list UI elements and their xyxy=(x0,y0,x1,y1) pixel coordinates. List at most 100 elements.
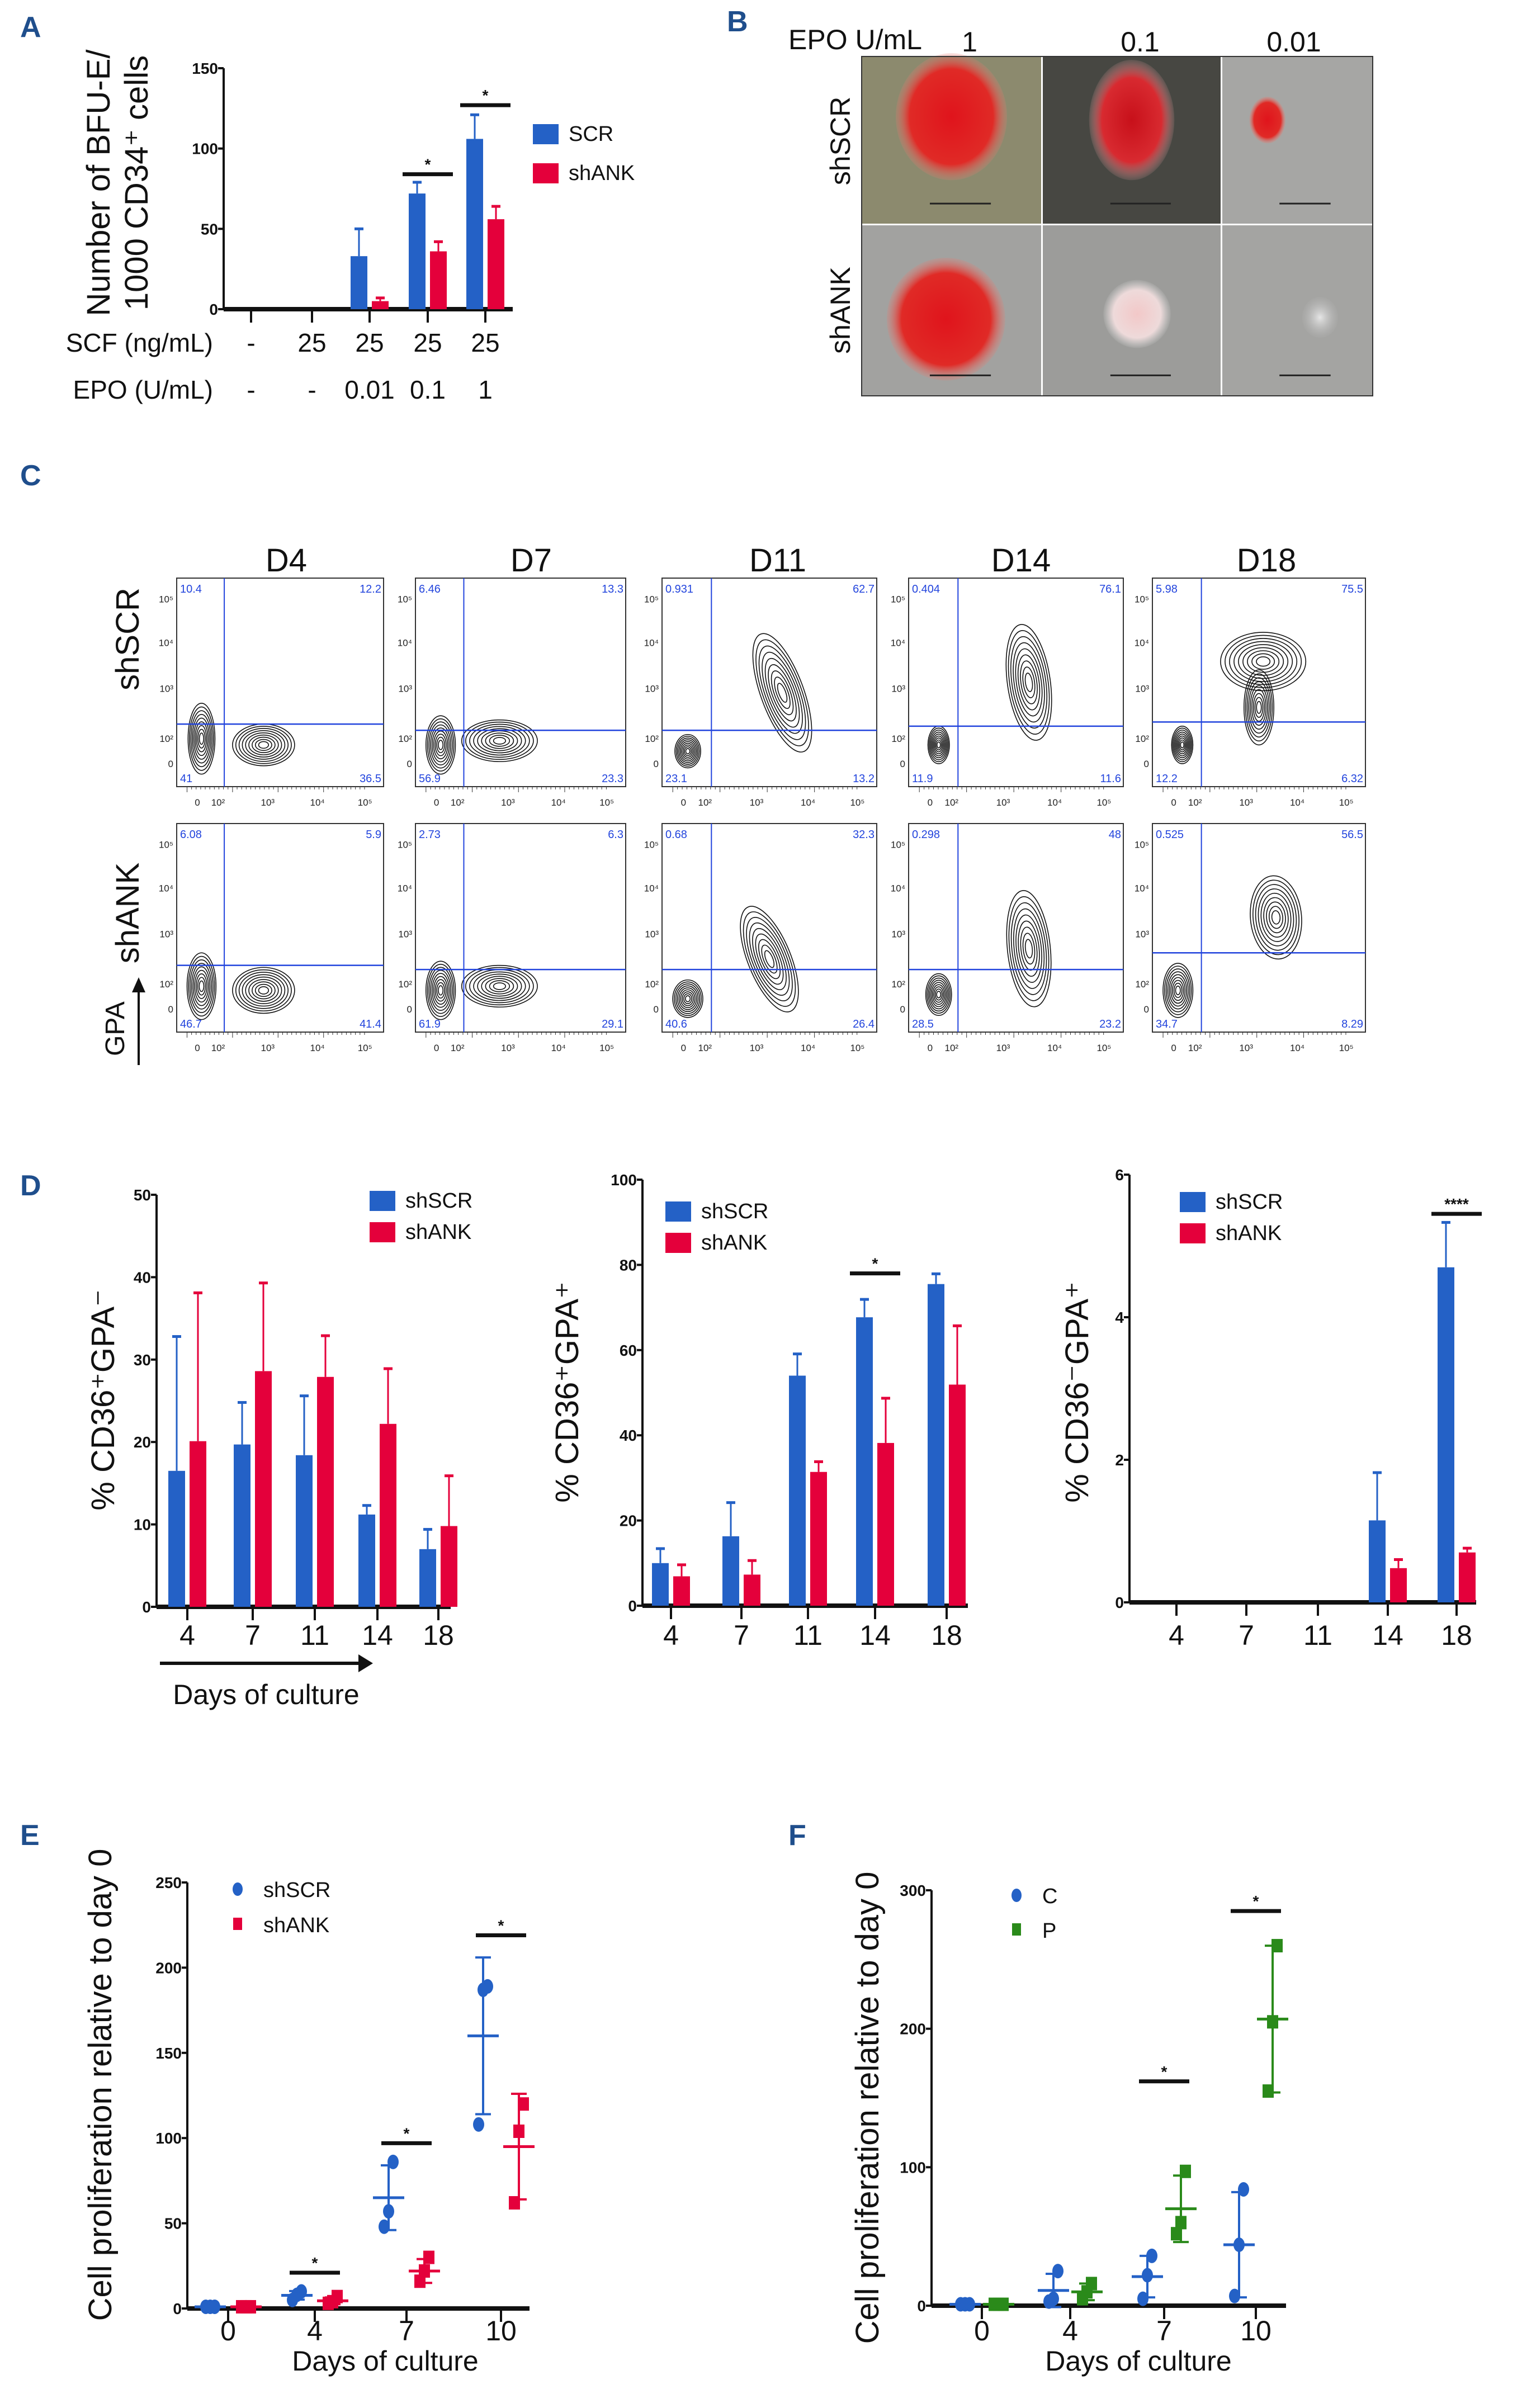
contour-line xyxy=(430,724,451,765)
legend-swatch xyxy=(370,1222,395,1242)
panel-label-e: E xyxy=(20,1819,40,1852)
x-tick-label: 10³ xyxy=(501,1043,515,1053)
quadrant-value-upper-right: 6.3 xyxy=(608,829,623,841)
day-column-header: D14 xyxy=(991,542,1051,579)
y-tick-label: 10⁵ xyxy=(891,839,905,850)
y-tick-label: 0 xyxy=(917,2297,926,2315)
contour-line xyxy=(477,728,522,754)
contour-line xyxy=(193,717,210,760)
y-axis-title: Number of BFU-E/ xyxy=(81,49,117,316)
y-tick-label: 10² xyxy=(159,979,173,990)
y-tick-label: 10⁴ xyxy=(891,638,905,649)
quadrant-value-upper-right: 62.7 xyxy=(853,583,875,595)
colony-blob xyxy=(1089,59,1175,181)
legend-swatch xyxy=(533,124,559,144)
contour-line xyxy=(1162,963,1194,1018)
contour-line xyxy=(1015,914,1042,983)
day-column-header: D11 xyxy=(749,542,806,579)
contour-line xyxy=(198,732,205,745)
y-tick-label: 10³ xyxy=(645,684,659,694)
colony-blob xyxy=(895,53,1008,181)
contour-line xyxy=(678,739,697,763)
data-point xyxy=(1175,2216,1187,2230)
data-point xyxy=(513,2125,524,2139)
x-tick-label: 10³ xyxy=(261,1043,275,1053)
x-tick-label: 10³ xyxy=(501,797,515,808)
legend-label: shANK xyxy=(569,162,635,185)
x-tick-label: 10² xyxy=(1188,1043,1202,1053)
contour-line xyxy=(1260,892,1292,942)
contour-line xyxy=(925,973,952,1016)
x-tick-label: 10⁴ xyxy=(310,797,324,808)
colony-blob xyxy=(886,257,1005,381)
contour-line xyxy=(930,982,947,1007)
quadrant-value-lower-left: 56.9 xyxy=(419,773,441,785)
y-tick-label: 200 xyxy=(155,1959,182,1976)
x-tick-label: 10⁵ xyxy=(1096,797,1111,808)
legend-label: SCR xyxy=(569,122,613,146)
contour-line xyxy=(191,963,212,1010)
x-category-label: 7 xyxy=(734,1620,749,1651)
quadrant-value-upper-left: 0.68 xyxy=(665,829,687,841)
data-point xyxy=(482,1979,493,1994)
legend-label: shSCR xyxy=(405,1189,472,1213)
y-tick-label: 0 xyxy=(1144,759,1149,769)
data-point xyxy=(1263,2084,1274,2098)
data-point xyxy=(1086,2277,1097,2291)
data-point xyxy=(419,2264,430,2278)
contour-line xyxy=(1258,888,1294,947)
contour-line xyxy=(192,713,211,764)
contour-line xyxy=(683,993,693,1005)
data-point xyxy=(1171,2227,1182,2241)
bar xyxy=(372,301,389,309)
y-tick-label: 10² xyxy=(891,979,905,990)
contour-line xyxy=(758,939,781,980)
contour-line xyxy=(934,737,943,753)
colony-image xyxy=(1222,225,1373,396)
flow-contour-plot: 0.931 62.7 23.1 13.2 0 10² 10³ 10⁴ 10⁵ 0 10² 10³ 10⁴… xyxy=(644,578,877,808)
x-tick-label: 0 xyxy=(434,797,439,808)
contour-line xyxy=(493,737,507,745)
contour-line xyxy=(1175,734,1189,756)
significance-label: * xyxy=(483,87,489,104)
y-tick-label: 0 xyxy=(1115,1594,1124,1611)
y-tick-label: 80 xyxy=(620,1256,637,1274)
flow-contour-plot: 2.73 6.3 61.9 29.1 0 10² 10³ 10⁴ 10⁵ 0 10² 10³ 10⁴ 10… xyxy=(398,823,626,1053)
contour-line xyxy=(196,973,207,999)
bar xyxy=(358,1514,375,1607)
quadrant-value-lower-left: 23.1 xyxy=(665,773,687,785)
data-point xyxy=(414,2274,426,2288)
quadrant-value-lower-left: 41 xyxy=(180,773,192,785)
bar xyxy=(430,251,447,309)
quadrant-value-upper-right: 5.9 xyxy=(366,829,381,841)
quadrant-value-upper-right: 75.5 xyxy=(1341,583,1363,595)
x-category-label: 4 xyxy=(179,1620,195,1651)
x-tick-label: 10² xyxy=(1188,797,1202,808)
y-tick-label: 0 xyxy=(900,1004,905,1015)
quadrant-value-upper-left: 6.46 xyxy=(419,583,441,595)
contour-line xyxy=(930,731,947,759)
x-tick-label: 10⁴ xyxy=(801,1043,815,1053)
contour-line xyxy=(197,977,206,996)
x-tick-label: 10⁵ xyxy=(358,1043,372,1053)
quadrant-value-upper-left: 0.525 xyxy=(1156,829,1184,841)
contour-line xyxy=(254,983,272,997)
quadrant-value-lower-right: 11.6 xyxy=(1100,773,1121,785)
contour-line xyxy=(936,991,942,999)
significance-label: **** xyxy=(1444,1195,1469,1213)
y-tick-label: 0 xyxy=(168,1004,173,1015)
legend-label: shANK xyxy=(405,1220,471,1244)
legend-swatch xyxy=(665,1233,691,1253)
contour-line xyxy=(1248,681,1270,734)
contour-line xyxy=(1250,685,1268,730)
y-tick-label: 10³ xyxy=(398,929,412,940)
contour-line xyxy=(1013,908,1045,989)
x-tick-label: 10⁴ xyxy=(1290,797,1304,808)
y-tick-label: 100 xyxy=(611,1171,637,1189)
flow-contour-plot: 6.46 13.3 56.9 23.3 0 10² 10³ 10⁴ 10⁵ 0 10² 10³ 10⁴ 1… xyxy=(398,578,626,808)
y-tick-label: 0 xyxy=(654,759,659,769)
y-tick-label: 10² xyxy=(645,734,659,744)
contour-line xyxy=(1010,636,1048,729)
x-tick-label: 10⁵ xyxy=(850,797,864,808)
